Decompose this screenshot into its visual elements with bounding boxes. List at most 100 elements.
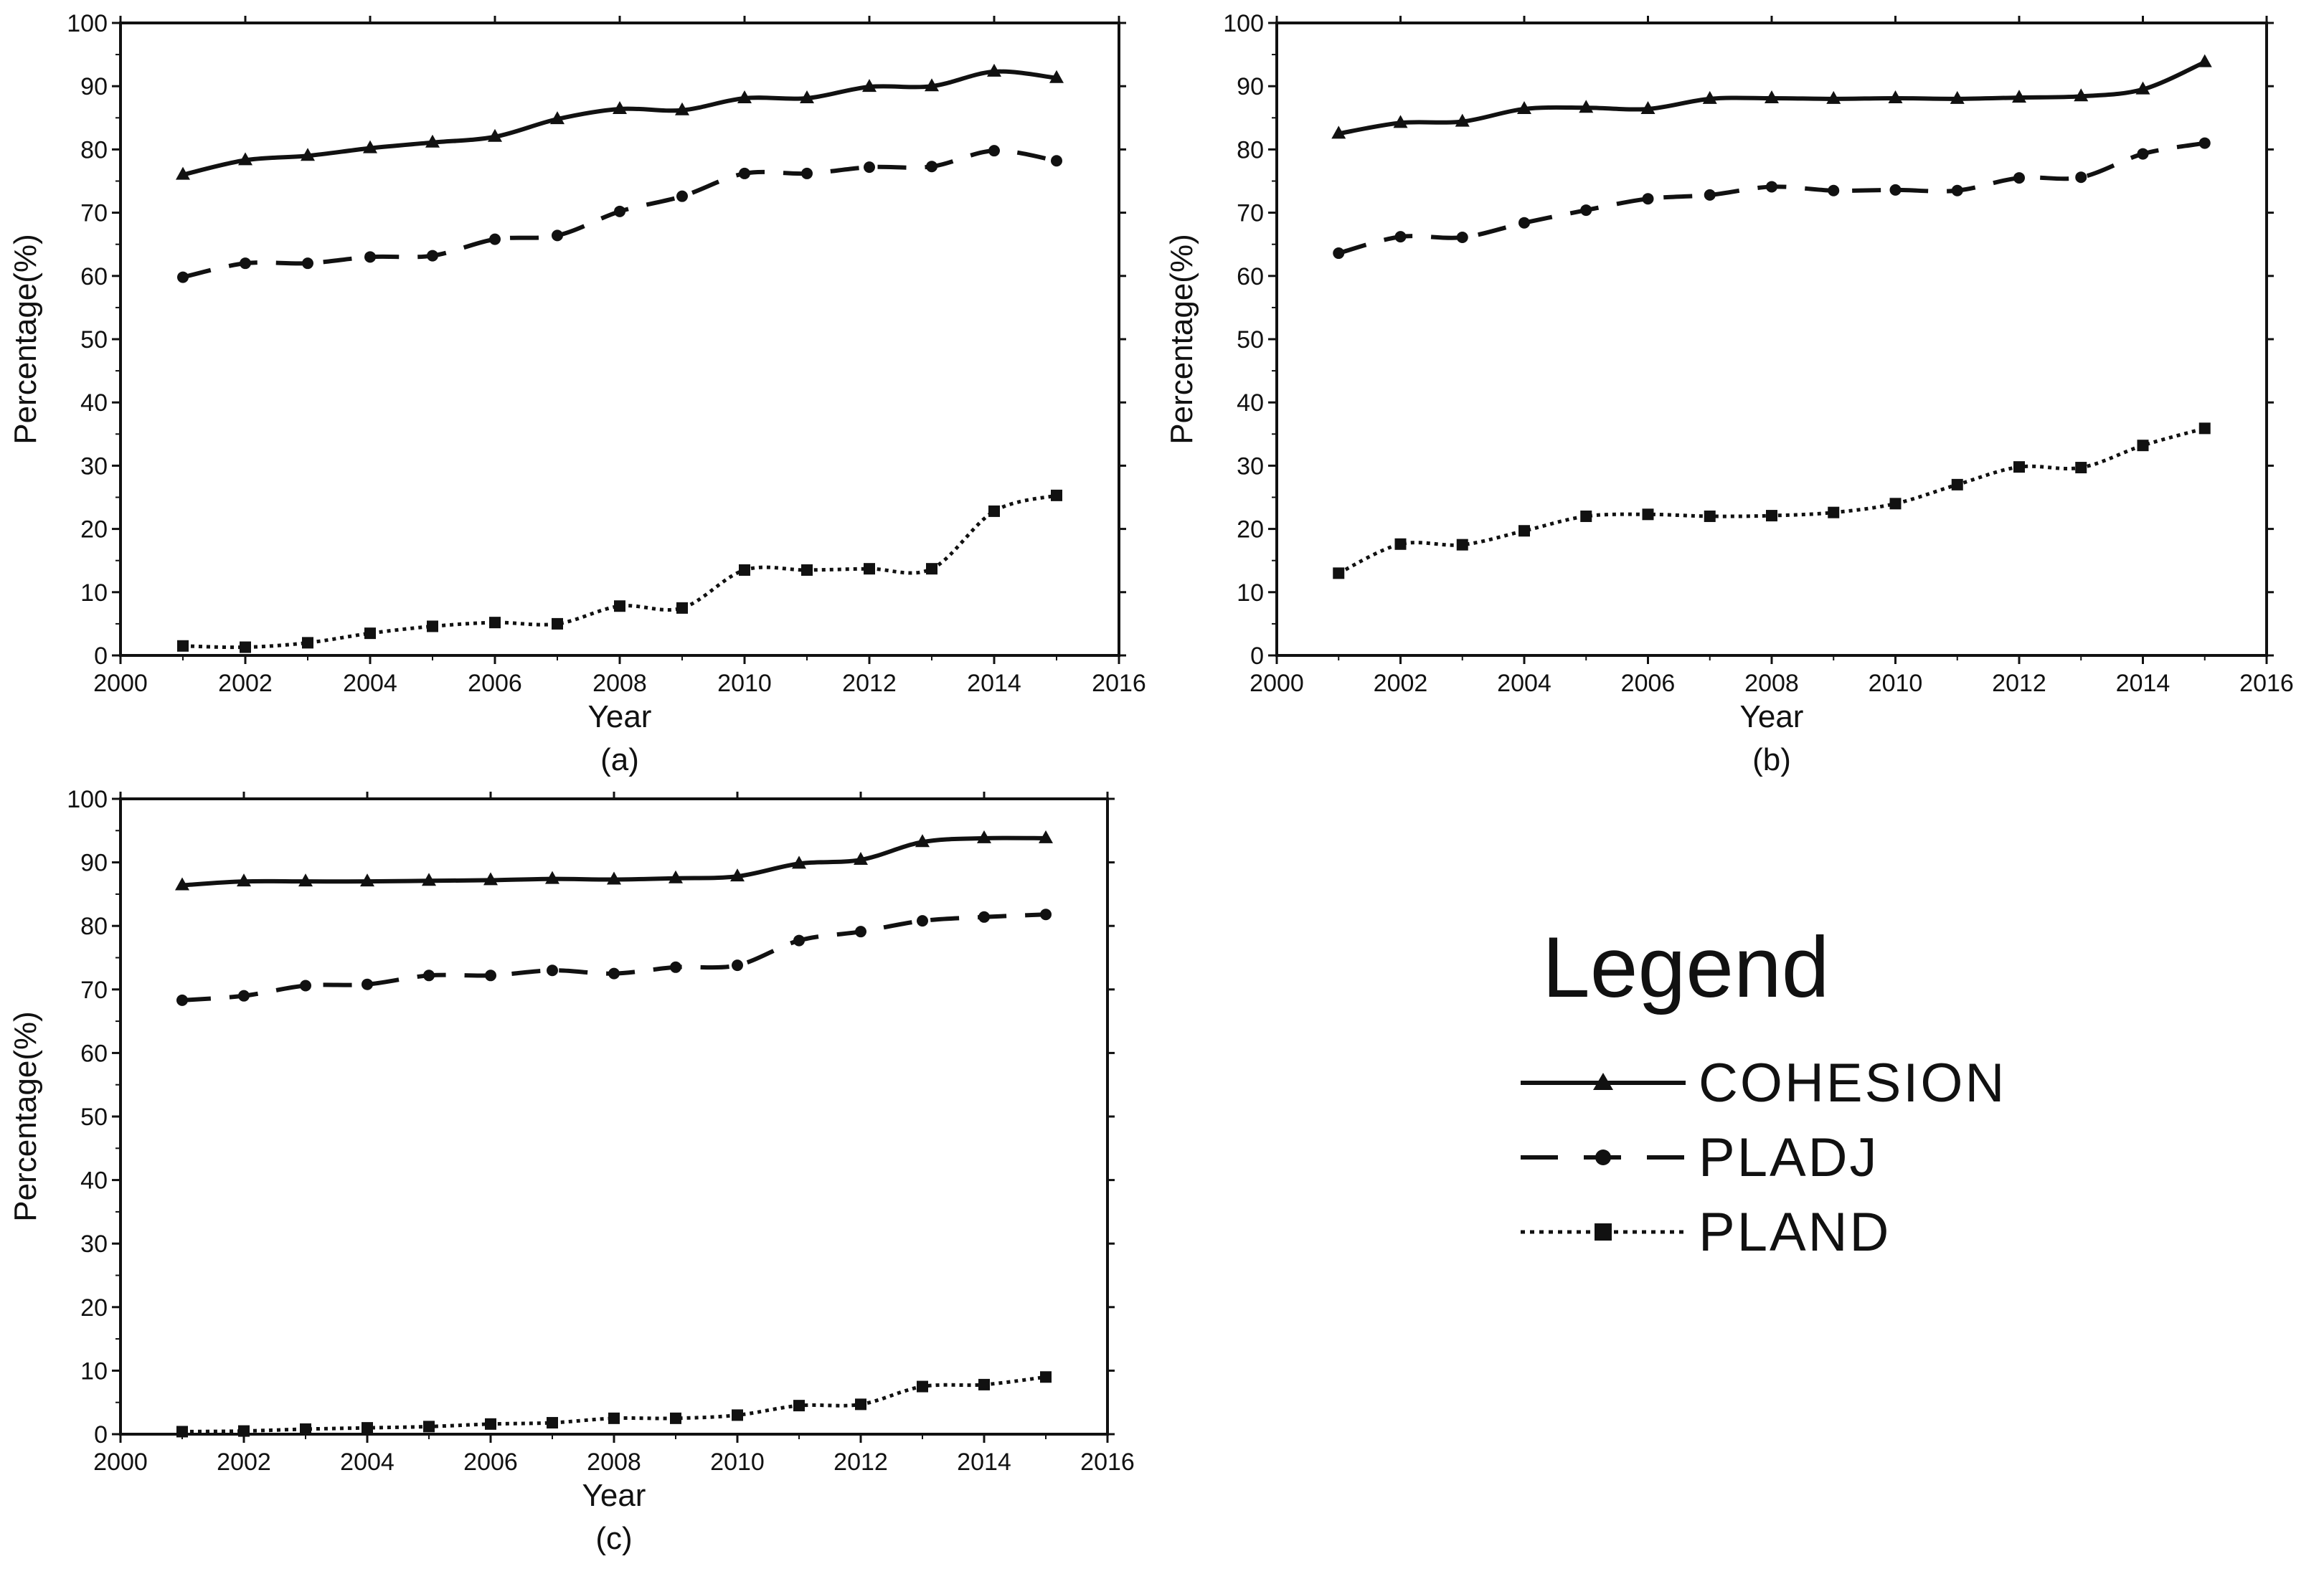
chart-panel--c-: 2000 2002 2004 2006 2008 2010 2012 2014 2016 0 10 2… (8, 786, 1135, 1556)
triangle-marker-icon (1593, 1073, 1613, 1090)
data-point-pland (732, 1409, 743, 1421)
y-tick-label: 70 (80, 977, 108, 1004)
y-tick-label: 80 (1237, 136, 1264, 163)
y-tick-label: 60 (80, 263, 108, 290)
data-point-pland (423, 1421, 435, 1433)
data-point-pladj (926, 161, 937, 173)
data-point-cohesion (730, 868, 745, 882)
y-tick-label: 70 (1237, 200, 1264, 227)
data-point-cohesion (800, 90, 814, 103)
series-line-pland (1338, 426, 2206, 575)
x-tick-label: 2012 (842, 670, 897, 697)
data-point-pladj (300, 980, 311, 992)
series-line-pladj (181, 912, 1047, 1002)
data-point-pladj (364, 251, 376, 263)
data-point-pladj (1040, 909, 1052, 921)
data-point-pland (608, 1412, 620, 1424)
x-tick-label: 2000 (93, 670, 148, 697)
x-tick-label: 2000 (1250, 670, 1304, 697)
data-point-pladj (676, 190, 688, 202)
y-tick-label: 20 (80, 1294, 108, 1322)
data-point-cohesion (1765, 90, 1779, 103)
data-point-cohesion (669, 870, 683, 883)
data-point-pladj (1456, 231, 1468, 243)
y-tick-label: 90 (80, 850, 108, 877)
y-tick-label: 30 (80, 452, 108, 480)
data-point-cohesion (237, 873, 251, 887)
plot-frame (119, 797, 1109, 1436)
panel-label: (a) (600, 742, 639, 777)
data-point-pladj (1951, 184, 1963, 196)
data-point-pladj (670, 961, 681, 973)
data-point-pland (978, 1378, 990, 1390)
data-point-pladj (793, 934, 805, 947)
data-point-cohesion (360, 873, 374, 887)
y-tick-label: 40 (1237, 389, 1264, 417)
data-point-pland (177, 640, 189, 652)
data-point-cohesion (862, 79, 877, 93)
data-point-cohesion (2197, 54, 2212, 67)
legend-label-pland: PLAND (1699, 1202, 1891, 1263)
data-point-cohesion (2012, 90, 2026, 103)
data-point-cohesion (1049, 70, 1064, 83)
x-tick-label: 2010 (710, 1449, 765, 1476)
data-point-cohesion (737, 90, 752, 103)
y-tick-label: 100 (67, 786, 108, 813)
data-point-cohesion (550, 111, 565, 125)
data-point-pladj (302, 257, 313, 270)
data-point-pland (362, 1422, 373, 1434)
data-point-pland (1333, 567, 1345, 579)
data-point-pladj (1889, 184, 1902, 196)
data-point-pland (2198, 422, 2211, 435)
y-tick-label: 70 (80, 200, 108, 227)
y-tick-label: 0 (94, 643, 108, 670)
data-point-pladj (176, 994, 188, 1006)
legend-item-pladj: PLADJ (1521, 1127, 1877, 1188)
data-point-cohesion (1039, 830, 1053, 843)
y-tick-label: 50 (80, 326, 108, 354)
plot-frame (119, 22, 1120, 657)
y-axis-title: Percentage(%) (1164, 234, 1199, 444)
y-tick-label: 30 (1237, 452, 1264, 480)
data-point-pladj (739, 167, 750, 179)
data-point-pland (1642, 508, 1654, 521)
y-tick-label: 20 (80, 516, 108, 544)
y-tick-label: 100 (67, 10, 108, 37)
data-point-cohesion (987, 63, 1001, 77)
data-point-pland (2075, 462, 2087, 474)
chart-panel--a-: 2000 2002 2004 2006 2008 2010 2012 2014 2016 0 10 2… (8, 10, 1146, 777)
legend-item-cohesion: COHESION (1521, 1053, 2004, 1114)
chart-panel--b-: 2000 2002 2004 2006 2008 2010 2012 2014 2016 0 10 2… (1164, 10, 2294, 777)
data-point-pland (489, 617, 501, 629)
data-point-cohesion (607, 871, 621, 885)
data-point-pland (988, 505, 1000, 517)
x-tick-label: 2008 (587, 1449, 641, 1476)
data-point-pladj (552, 229, 563, 242)
data-point-cohesion (238, 152, 252, 166)
data-point-pladj (1394, 231, 1407, 243)
data-point-pladj (177, 271, 189, 283)
y-tick-label: 50 (80, 1104, 108, 1131)
data-point-pland (793, 1400, 805, 1412)
data-point-cohesion (1455, 113, 1470, 127)
data-point-pladj (489, 233, 501, 245)
y-tick-label: 100 (1223, 10, 1264, 37)
data-point-pladj (1642, 193, 1654, 205)
legend-item-pland: PLAND (1521, 1202, 1891, 1263)
data-point-pladj (1518, 217, 1530, 229)
y-tick-label: 10 (80, 579, 108, 607)
data-point-pladj (732, 959, 743, 972)
data-point-pland (1456, 539, 1468, 551)
y-tick-label: 0 (94, 1421, 108, 1449)
data-point-pland (176, 1426, 188, 1438)
x-tick-label: 2012 (1992, 670, 2046, 697)
y-tick-label: 30 (80, 1231, 108, 1258)
legend-title: Legend (1542, 919, 1829, 1015)
y-tick-label: 60 (80, 1040, 108, 1067)
y-tick-label: 40 (80, 389, 108, 417)
data-point-cohesion (1888, 90, 1903, 103)
data-point-pladj (2013, 172, 2025, 184)
x-axis-title: Year (588, 699, 652, 734)
data-point-pland (926, 563, 937, 575)
